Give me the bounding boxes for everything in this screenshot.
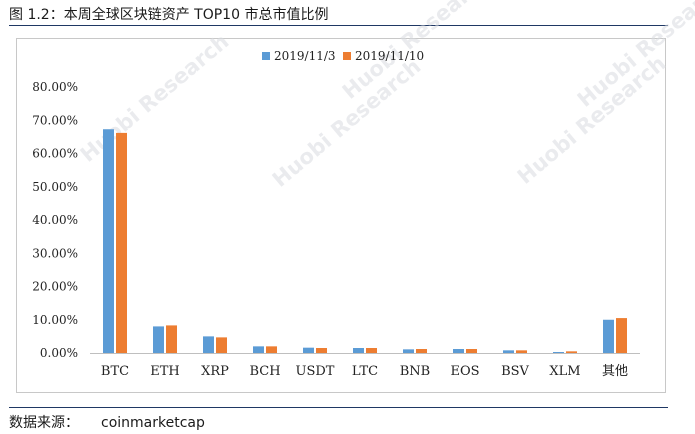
legend-label-1: 2019/11/10 — [355, 49, 424, 63]
source-label: 数据来源： — [9, 415, 79, 431]
bar-USDT-0 — [303, 347, 314, 353]
watermark-1: Huobi Research — [76, 29, 234, 167]
x-tick-label: USDT — [296, 364, 335, 379]
watermark-4: Huobi Research — [513, 51, 671, 189]
source-value: coinmarketcap — [101, 415, 205, 431]
bar-BNB-1 — [416, 349, 427, 353]
bar-BSV-0 — [503, 350, 514, 353]
bar-BTC-0 — [103, 129, 114, 353]
bar-LTC-1 — [366, 348, 377, 353]
x-tick-label: XLM — [549, 364, 580, 379]
bar-XRP-1 — [216, 337, 227, 353]
watermark-3: Huobi Research — [268, 54, 426, 192]
y-axis: 0.00% 10.00% 20.00% 30.00% 40.00% 50.00% 60.00… — [32, 80, 78, 360]
x-tick-label: EOS — [450, 364, 479, 379]
bar-BNB-0 — [403, 349, 414, 353]
bar-其他-0 — [603, 319, 614, 353]
chart-frame — [16, 38, 666, 393]
legend-label-0: 2019/11/3 — [274, 49, 336, 63]
bar-XLM-1 — [566, 351, 577, 353]
x-axis: BTC ETH XRP BCH USDT LTC BNB EOS BSV XLM 其他 — [101, 364, 628, 379]
bar-XRP-0 — [203, 336, 214, 353]
x-tick-label: BTC — [101, 364, 129, 379]
legend-swatch-1 — [343, 52, 351, 60]
bar-BSV-1 — [516, 350, 527, 353]
title-rule — [9, 25, 668, 26]
source-note: 数据来源： coinmarketcap — [9, 412, 205, 432]
chart-legend: 2019/11/3 2019/11/10 — [262, 49, 424, 63]
x-tick-label: XRP — [201, 364, 229, 379]
bar-ETH-1 — [166, 325, 177, 353]
legend-swatch-0 — [262, 52, 270, 60]
y-tick-label: 0.00% — [40, 346, 78, 360]
bar-LTC-0 — [353, 348, 364, 353]
bar-EOS-0 — [453, 349, 464, 353]
bar-ETH-0 — [153, 326, 164, 353]
y-tick-label: 80.00% — [32, 80, 78, 94]
y-tick-label: 50.00% — [32, 180, 78, 194]
x-tick-label: LTC — [352, 364, 378, 379]
y-tick-label: 10.00% — [32, 313, 78, 327]
bar-EOS-1 — [466, 349, 477, 353]
y-tick-label: 20.00% — [32, 280, 78, 294]
source-rule — [9, 407, 668, 408]
y-tick-label: 70.00% — [32, 113, 78, 127]
y-tick-label: 60.00% — [32, 147, 78, 161]
y-tick-label: 30.00% — [32, 246, 78, 260]
x-tick-label: BNB — [400, 364, 430, 379]
x-tick-label: ETH — [150, 364, 180, 379]
bar-BCH-1 — [266, 346, 277, 353]
bar-XLM-0 — [553, 352, 564, 353]
x-tick-label: BCH — [249, 364, 280, 379]
bars — [103, 129, 627, 353]
x-tick-label: BSV — [501, 364, 529, 379]
bar-其他-1 — [616, 318, 627, 353]
bar-BTC-1 — [116, 132, 127, 353]
bar-BCH-0 — [253, 346, 264, 353]
figure-title: 图 1.2：本周全球区块链资产 TOP10 市总市值比例 — [9, 7, 329, 23]
bar-USDT-1 — [316, 348, 327, 353]
x-tick-label: 其他 — [602, 364, 628, 379]
watermark-layer: Huobi Research Huobi Research Huobi Rese… — [76, 0, 695, 192]
y-tick-label: 40.00% — [32, 213, 78, 227]
